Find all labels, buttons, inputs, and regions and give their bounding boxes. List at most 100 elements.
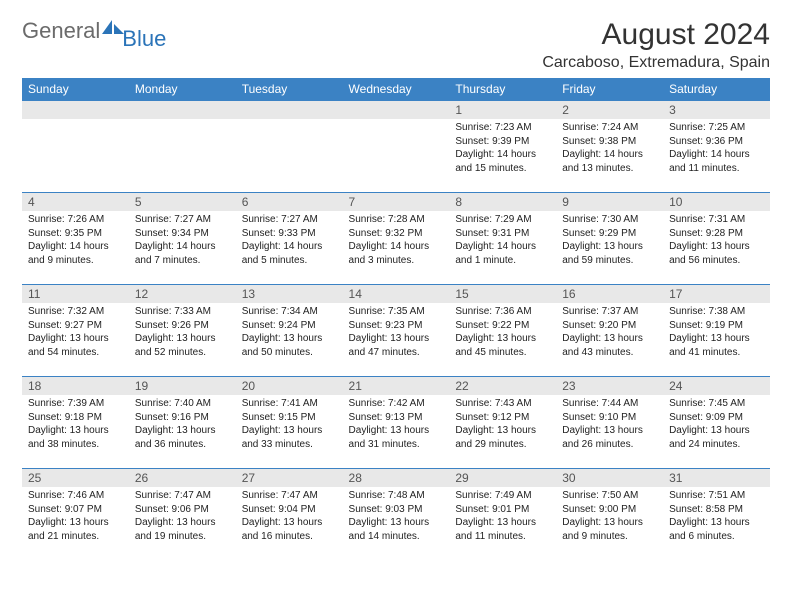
page-header: General Blue August 2024 Carcaboso, Extr… [22,18,770,72]
day-number: 23 [556,377,663,395]
title-block: August 2024 Carcaboso, Extremadura, Spai… [542,18,770,72]
calendar-day-cell: 7Sunrise: 7:28 AMSunset: 9:32 PMDaylight… [343,193,450,285]
day-number: 1 [449,101,556,119]
day-content: Sunrise: 7:39 AMSunset: 9:18 PMDaylight:… [22,395,129,455]
day-number-empty [343,101,450,119]
logo-sail-icon [102,18,124,41]
day-number: 30 [556,469,663,487]
day-number: 3 [663,101,770,119]
brand-logo: General Blue [22,18,170,44]
day-content: Sunrise: 7:34 AMSunset: 9:24 PMDaylight:… [236,303,343,363]
location-text: Carcaboso, Extremadura, Spain [542,54,770,72]
calendar-head: SundayMondayTuesdayWednesdayThursdayFrid… [22,78,770,101]
calendar-day-cell: 22Sunrise: 7:43 AMSunset: 9:12 PMDayligh… [449,377,556,469]
day-content: Sunrise: 7:27 AMSunset: 9:33 PMDaylight:… [236,211,343,271]
calendar-day-cell: 24Sunrise: 7:45 AMSunset: 9:09 PMDayligh… [663,377,770,469]
calendar-day-cell: 8Sunrise: 7:29 AMSunset: 9:31 PMDaylight… [449,193,556,285]
day-content: Sunrise: 7:29 AMSunset: 9:31 PMDaylight:… [449,211,556,271]
day-content: Sunrise: 7:23 AMSunset: 9:39 PMDaylight:… [449,119,556,179]
day-content: Sunrise: 7:33 AMSunset: 9:26 PMDaylight:… [129,303,236,363]
calendar-week-row: 18Sunrise: 7:39 AMSunset: 9:18 PMDayligh… [22,377,770,469]
day-number: 25 [22,469,129,487]
day-content: Sunrise: 7:24 AMSunset: 9:38 PMDaylight:… [556,119,663,179]
day-number: 10 [663,193,770,211]
calendar-day-cell: 12Sunrise: 7:33 AMSunset: 9:26 PMDayligh… [129,285,236,377]
weekday-header: Thursday [449,78,556,101]
day-content: Sunrise: 7:35 AMSunset: 9:23 PMDaylight:… [343,303,450,363]
day-content: Sunrise: 7:40 AMSunset: 9:16 PMDaylight:… [129,395,236,455]
day-content: Sunrise: 7:26 AMSunset: 9:35 PMDaylight:… [22,211,129,271]
day-content: Sunrise: 7:38 AMSunset: 9:19 PMDaylight:… [663,303,770,363]
day-content: Sunrise: 7:47 AMSunset: 9:06 PMDaylight:… [129,487,236,547]
day-content: Sunrise: 7:48 AMSunset: 9:03 PMDaylight:… [343,487,450,547]
weekday-header: Wednesday [343,78,450,101]
calendar-day-cell: 14Sunrise: 7:35 AMSunset: 9:23 PMDayligh… [343,285,450,377]
day-number: 13 [236,285,343,303]
day-number: 5 [129,193,236,211]
calendar-day-cell: 11Sunrise: 7:32 AMSunset: 9:27 PMDayligh… [22,285,129,377]
month-title: August 2024 [542,18,770,52]
calendar-week-row: 25Sunrise: 7:46 AMSunset: 9:07 PMDayligh… [22,469,770,561]
brand-name-gray: General [22,18,100,44]
calendar-day-cell: 29Sunrise: 7:49 AMSunset: 9:01 PMDayligh… [449,469,556,561]
day-content: Sunrise: 7:43 AMSunset: 9:12 PMDaylight:… [449,395,556,455]
calendar-day-cell: 18Sunrise: 7:39 AMSunset: 9:18 PMDayligh… [22,377,129,469]
weekday-header: Friday [556,78,663,101]
day-content: Sunrise: 7:45 AMSunset: 9:09 PMDaylight:… [663,395,770,455]
day-number: 22 [449,377,556,395]
calendar-day-cell: 15Sunrise: 7:36 AMSunset: 9:22 PMDayligh… [449,285,556,377]
day-number: 18 [22,377,129,395]
calendar-day-cell: 5Sunrise: 7:27 AMSunset: 9:34 PMDaylight… [129,193,236,285]
calendar-day-cell: 21Sunrise: 7:42 AMSunset: 9:13 PMDayligh… [343,377,450,469]
calendar-day-cell: 31Sunrise: 7:51 AMSunset: 8:58 PMDayligh… [663,469,770,561]
brand-name-blue: Blue [122,26,166,52]
day-number: 29 [449,469,556,487]
day-number: 17 [663,285,770,303]
day-number: 31 [663,469,770,487]
day-number-empty [236,101,343,119]
calendar-day-cell: 13Sunrise: 7:34 AMSunset: 9:24 PMDayligh… [236,285,343,377]
day-number: 28 [343,469,450,487]
calendar-day-cell: 1Sunrise: 7:23 AMSunset: 9:39 PMDaylight… [449,101,556,193]
day-content: Sunrise: 7:31 AMSunset: 9:28 PMDaylight:… [663,211,770,271]
calendar-day-cell: 16Sunrise: 7:37 AMSunset: 9:20 PMDayligh… [556,285,663,377]
day-number: 4 [22,193,129,211]
day-content: Sunrise: 7:50 AMSunset: 9:00 PMDaylight:… [556,487,663,547]
calendar-day-cell: 30Sunrise: 7:50 AMSunset: 9:00 PMDayligh… [556,469,663,561]
calendar-day-cell: 25Sunrise: 7:46 AMSunset: 9:07 PMDayligh… [22,469,129,561]
day-content: Sunrise: 7:46 AMSunset: 9:07 PMDaylight:… [22,487,129,547]
day-number: 7 [343,193,450,211]
day-content: Sunrise: 7:32 AMSunset: 9:27 PMDaylight:… [22,303,129,363]
calendar-day-cell: 4Sunrise: 7:26 AMSunset: 9:35 PMDaylight… [22,193,129,285]
day-content: Sunrise: 7:51 AMSunset: 8:58 PMDaylight:… [663,487,770,547]
day-content: Sunrise: 7:37 AMSunset: 9:20 PMDaylight:… [556,303,663,363]
day-number: 20 [236,377,343,395]
day-number: 11 [22,285,129,303]
calendar-week-row: 4Sunrise: 7:26 AMSunset: 9:35 PMDaylight… [22,193,770,285]
calendar-day-cell [22,101,129,193]
calendar-day-cell: 26Sunrise: 7:47 AMSunset: 9:06 PMDayligh… [129,469,236,561]
day-number: 27 [236,469,343,487]
day-content: Sunrise: 7:47 AMSunset: 9:04 PMDaylight:… [236,487,343,547]
day-number: 21 [343,377,450,395]
day-number-empty [22,101,129,119]
day-number: 26 [129,469,236,487]
calendar-day-cell [343,101,450,193]
calendar-day-cell: 10Sunrise: 7:31 AMSunset: 9:28 PMDayligh… [663,193,770,285]
calendar-day-cell [129,101,236,193]
day-number: 15 [449,285,556,303]
day-content: Sunrise: 7:41 AMSunset: 9:15 PMDaylight:… [236,395,343,455]
calendar-day-cell: 20Sunrise: 7:41 AMSunset: 9:15 PMDayligh… [236,377,343,469]
calendar-page: General Blue August 2024 Carcaboso, Extr… [0,0,792,579]
day-number: 19 [129,377,236,395]
day-content: Sunrise: 7:36 AMSunset: 9:22 PMDaylight:… [449,303,556,363]
weekday-header: Saturday [663,78,770,101]
day-content: Sunrise: 7:27 AMSunset: 9:34 PMDaylight:… [129,211,236,271]
calendar-week-row: 1Sunrise: 7:23 AMSunset: 9:39 PMDaylight… [22,101,770,193]
calendar-day-cell: 27Sunrise: 7:47 AMSunset: 9:04 PMDayligh… [236,469,343,561]
day-number: 6 [236,193,343,211]
day-number: 9 [556,193,663,211]
day-content: Sunrise: 7:49 AMSunset: 9:01 PMDaylight:… [449,487,556,547]
calendar-day-cell: 3Sunrise: 7:25 AMSunset: 9:36 PMDaylight… [663,101,770,193]
weekday-header: Tuesday [236,78,343,101]
